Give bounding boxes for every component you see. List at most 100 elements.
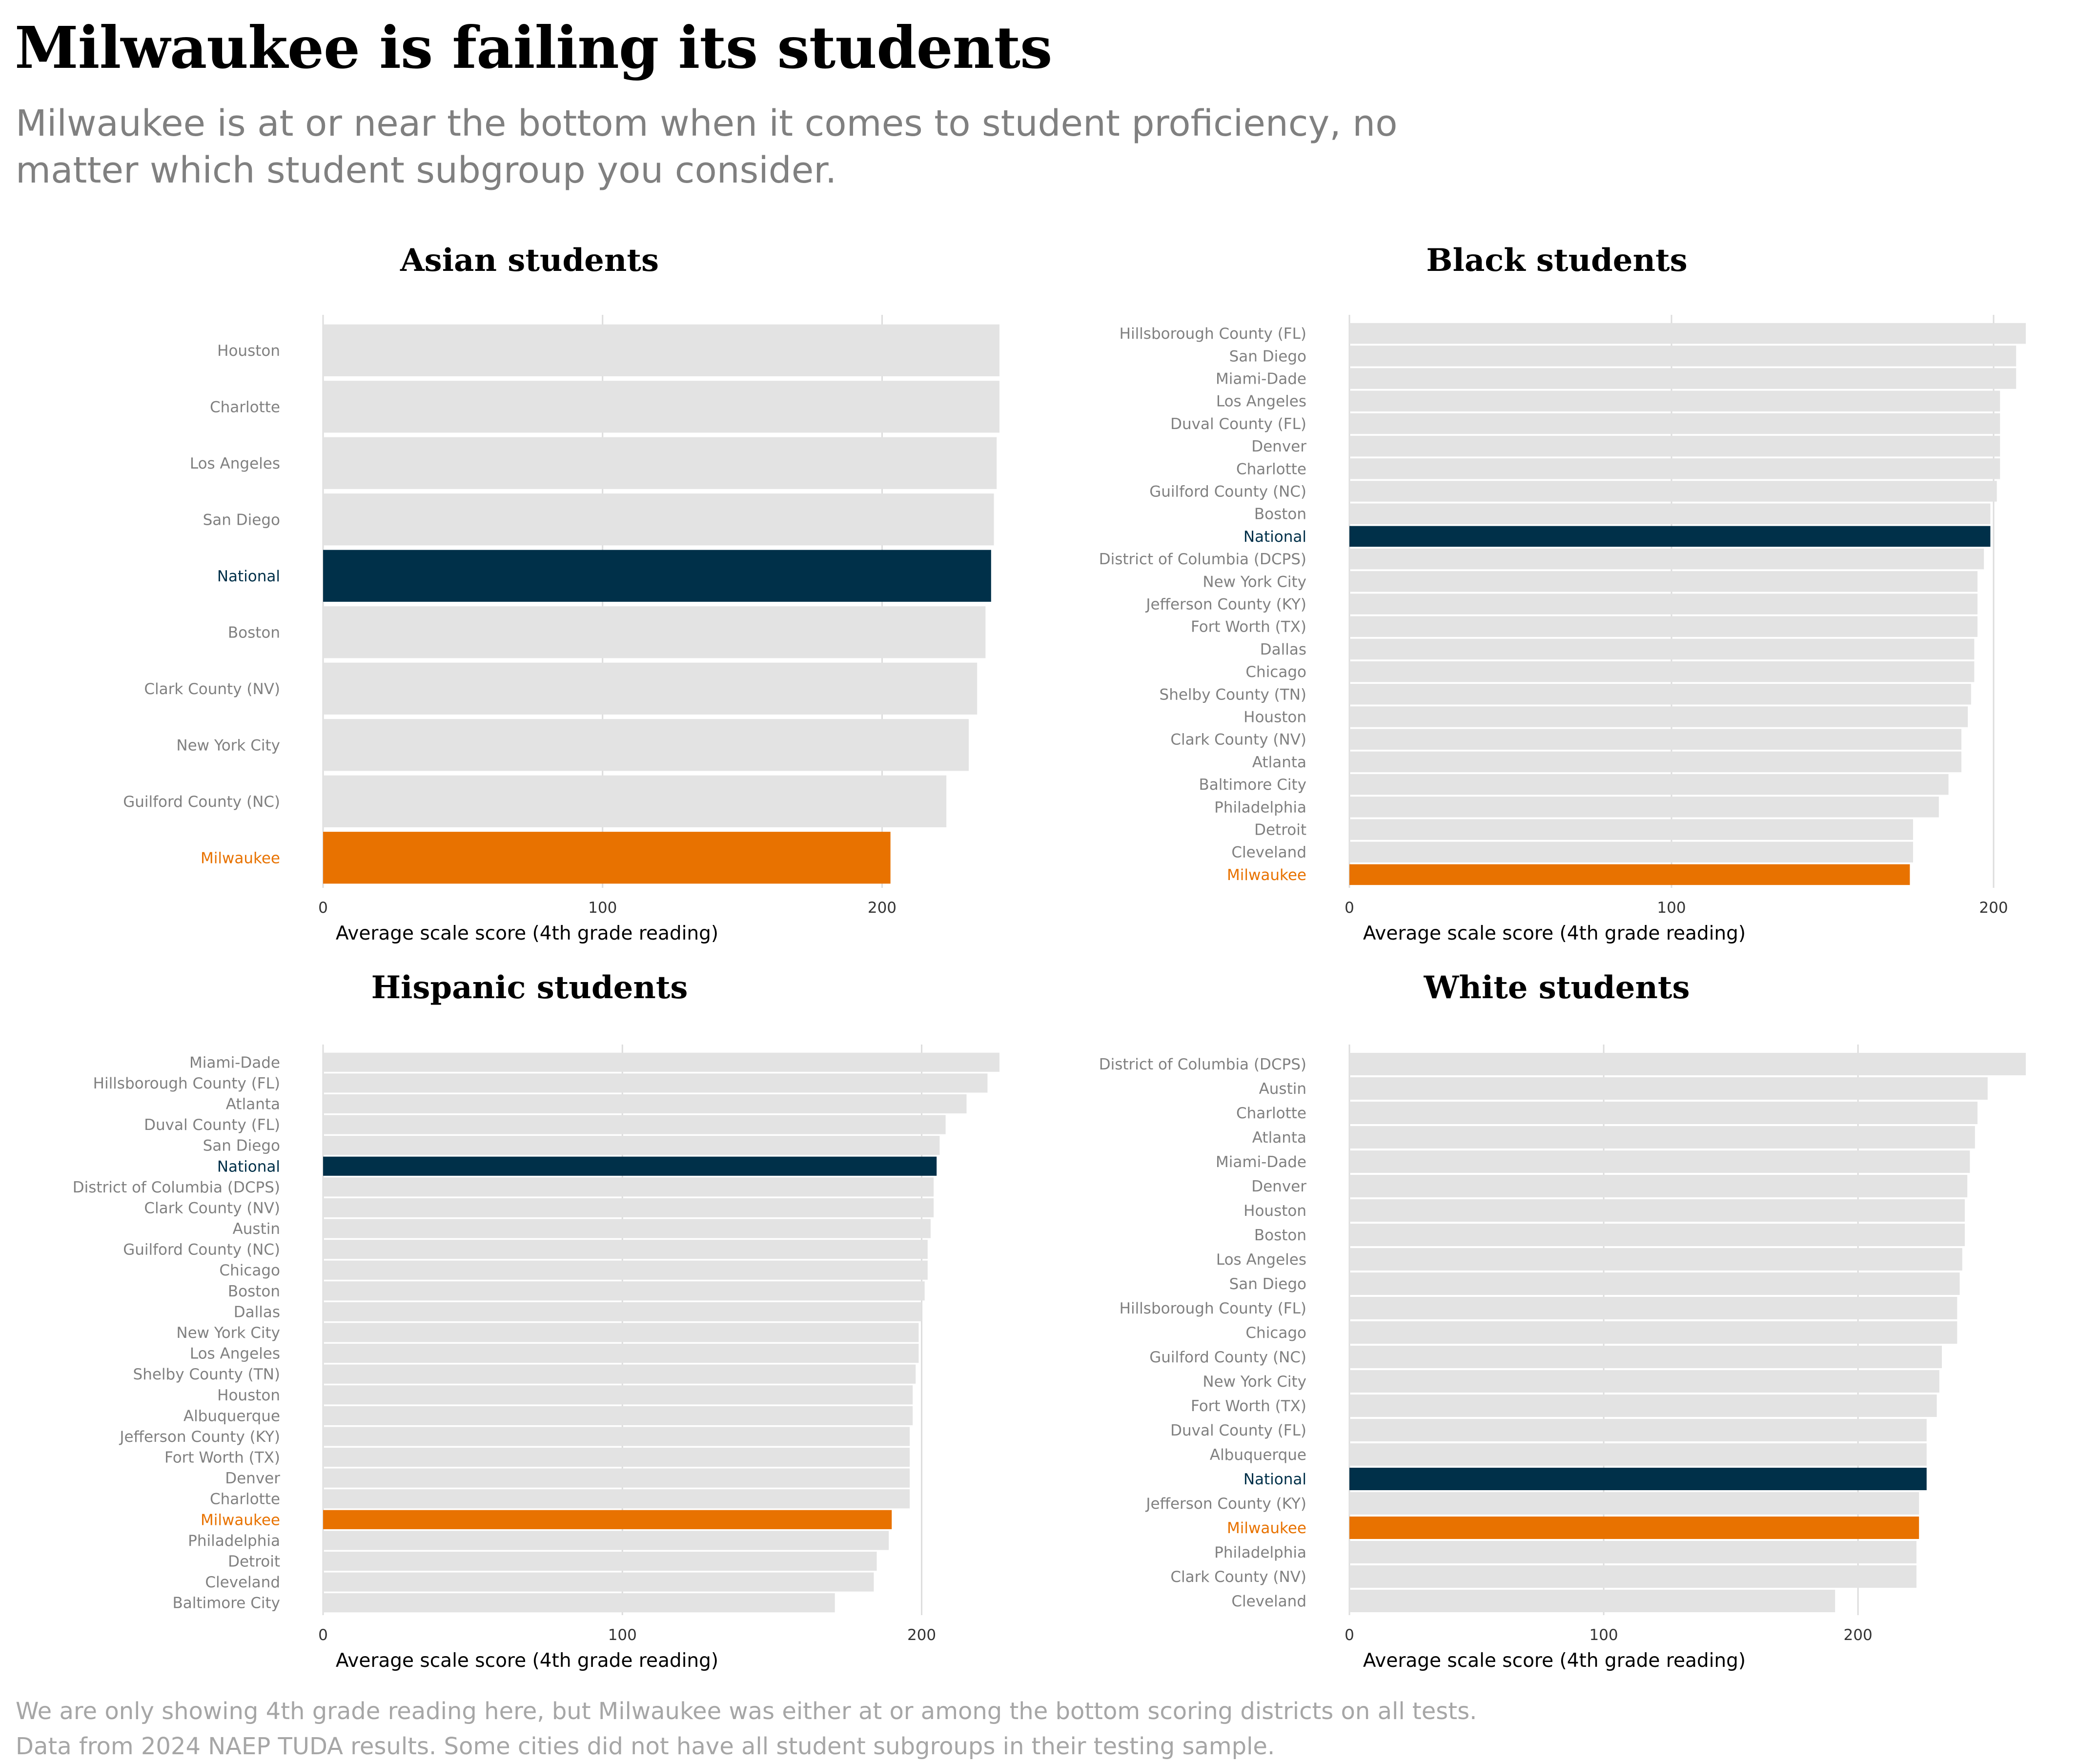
bar-charlotte [1349,1102,1977,1124]
bar-boston [1349,503,1991,524]
bar-miami-dade [323,1052,999,1072]
bar-hillsborough-county-fl [1349,1297,1957,1319]
category-label: Milwaukee [201,849,280,867]
x-tick-label: 200 [868,899,897,917]
bar-milwaukee [1349,864,1910,885]
bar-jefferson-county-ky [1349,1492,1919,1515]
bar-philadelphia [1349,797,1939,818]
category-label: Austin [1259,1080,1306,1098]
bar-guilford-county-nc [1349,481,1997,502]
category-label: San Diego [1229,1275,1306,1293]
category-label: Cleveland [205,1574,280,1591]
category-label: Chicago [1245,663,1306,681]
category-label: Jefferson County (KY) [1145,596,1306,614]
bar-los-angeles [323,1344,919,1363]
category-label: Fort Worth (TX) [164,1449,280,1467]
category-label: Philadelphia [1214,1544,1306,1561]
x-axis-title: Average scale score (4th grade reading) [1363,923,1746,944]
bar-philadelphia [323,1531,889,1550]
bar-cleveland [1349,841,1913,862]
chart-hispanic-students: Hispanic students Miami-Dade Hillsborough … [73,969,999,1672]
bar-boston [1349,1224,1965,1246]
bar-new-york-city [323,719,969,771]
bar-jefferson-county-ky [1349,594,1977,615]
bar-atlanta [323,1094,967,1114]
bar-dallas [323,1302,922,1321]
panel-white-students: White students District of Columbia (DCPS… [1025,962,2050,1684]
category-label: San Diego [203,511,280,529]
chart-subtitle: Milwaukee is at or near the bottom when … [16,103,1398,191]
bar-district-of-columbia-dcps [1349,548,1984,570]
bar-los-angeles [1349,390,2000,411]
bar-san-diego [323,1136,940,1155]
category-label: Boston [1254,1227,1306,1244]
category-label: Cleveland [1231,844,1306,861]
bar-hillsborough-county-fl [323,1073,988,1093]
category-label: Milwaukee [1227,1519,1306,1537]
category-label: Denver [1251,1178,1306,1195]
category-label: Boston [228,1283,280,1300]
bar-charlotte [1349,458,2000,479]
bar-houston [323,324,999,376]
category-label: Atlanta [226,1095,280,1113]
panel-title: Asian students [400,242,659,279]
category-label: Shelby County (TN) [1160,686,1306,703]
footer-note: We are only showing 4th grade reading he… [16,1698,1477,1725]
bar-national [323,1156,937,1176]
bar-new-york-city [1349,1370,1939,1393]
category-label: Atlanta [1252,1129,1306,1147]
category-label: Duval County (FL) [144,1116,280,1134]
bar-milwaukee [323,832,891,884]
x-tick-label: 0 [1345,899,1354,917]
category-label: District of Columbia (DCPS) [1099,1056,1306,1073]
bar-atlanta [1349,751,1961,773]
category-label: Baltimore City [1199,776,1306,794]
bar-denver [323,1468,910,1488]
category-label: Charlotte [210,1491,280,1508]
bar-austin [1349,1077,1988,1100]
chart-title: Milwaukee is failing its students [15,14,1052,82]
bar-clark-county-nv [323,1198,934,1218]
category-label: San Diego [203,1137,280,1155]
category-label: Clark County (NV) [1170,1568,1306,1586]
bar-charlotte [323,381,999,433]
x-axis-title: Average scale score (4th grade reading) [1363,1650,1746,1672]
category-label: Guilford County (NC) [1149,1349,1306,1366]
category-label: Detroit [228,1553,280,1571]
category-label: Hillsborough County (FL) [1120,1300,1306,1317]
bar-los-angeles [323,437,997,489]
category-label: Charlotte [1236,460,1306,478]
bar-milwaukee [1349,1517,1919,1539]
x-tick-label: 0 [1345,1626,1354,1644]
category-label: Chicago [1245,1324,1306,1342]
bar-miami-dade [1349,368,2017,389]
bar-san-diego [1349,1272,1960,1295]
category-label: San Diego [1229,348,1306,365]
category-label: Miami-Dade [1216,370,1306,388]
category-label: Duval County (FL) [1170,1422,1306,1439]
footer: We are only showing 4th grade reading he… [16,1694,1477,1764]
bar-district-of-columbia-dcps [323,1177,934,1197]
category-label: Guilford County (NC) [123,1241,280,1259]
x-tick-label: 100 [608,1626,637,1644]
category-label: Hillsborough County (FL) [1120,325,1306,343]
category-label: Clark County (NV) [1170,731,1306,749]
category-label: Detroit [1254,821,1306,839]
bar-baltimore-city [1349,774,1949,795]
category-label: Los Angeles [190,1345,280,1363]
category-label: Milwaukee [1227,866,1306,884]
bar-fort-worth-tx [1349,1395,1937,1417]
bar-cleveland [1349,1590,1835,1612]
category-label: Hillsborough County (FL) [93,1075,280,1092]
bar-new-york-city [323,1323,919,1342]
bar-chicago [1349,1321,1957,1344]
footer-source: Data from 2024 NAEP TUDA results. Some c… [16,1733,1275,1760]
bar-clark-county-nv [1349,729,1961,750]
category-label: Miami-Dade [189,1054,280,1071]
category-label: Baltimore City [172,1595,280,1612]
category-label: Philadelphia [188,1532,280,1550]
category-label: National [217,568,280,585]
x-tick-label: 200 [907,1626,936,1644]
category-label: District of Columbia (DCPS) [1099,551,1306,568]
category-label: New York City [176,737,280,754]
